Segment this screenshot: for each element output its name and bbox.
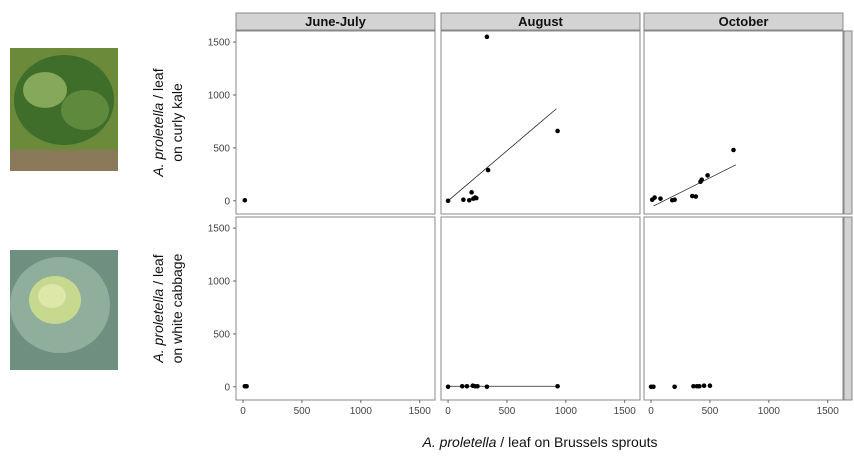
y-label-italic: A. proletella (150, 102, 166, 177)
point (705, 173, 710, 178)
point (555, 129, 560, 134)
panel (644, 31, 843, 214)
x-tick-label: 0 (240, 406, 246, 417)
y-tick-label: 1000 (208, 90, 231, 101)
x-tick-label: 0 (445, 406, 451, 417)
point (652, 195, 657, 200)
panel (236, 31, 435, 214)
y-tick-label: 500 (213, 329, 230, 340)
x-tick-label: 1000 (758, 406, 781, 417)
point (243, 198, 248, 203)
x-tick-label: 1000 (555, 406, 578, 417)
row-strip (844, 217, 852, 400)
point (475, 384, 480, 389)
point (485, 35, 490, 40)
point (658, 196, 663, 201)
y-tick-label: 500 (213, 143, 230, 154)
y-tick-label: 1000 (208, 276, 231, 287)
x-tick-label: 1500 (817, 406, 840, 417)
x-tick-label: 1500 (614, 406, 637, 417)
y-tick-label: 1500 (208, 224, 231, 235)
point (697, 384, 702, 389)
point (469, 190, 474, 195)
point (461, 197, 466, 202)
y-axis-label: on white cabbage (169, 253, 185, 363)
y-axis-label: A. proletella / leaf (150, 68, 166, 177)
panel (236, 217, 435, 400)
x-tick-label: 1000 (350, 406, 373, 417)
y-label-rest: / leaf (150, 254, 166, 288)
y-tick-label: 0 (224, 382, 230, 393)
panel (441, 217, 640, 400)
x-label-italic: A. proletella (421, 434, 496, 450)
x-tick-label: 500 (702, 406, 719, 417)
point (446, 384, 451, 389)
point (694, 194, 699, 199)
point (244, 384, 249, 389)
x-label-rest: / leaf on Brussels sprouts (496, 434, 657, 450)
y-axis-label: on curly kale (169, 83, 185, 162)
point (465, 384, 470, 389)
point (672, 384, 677, 389)
x-tick-label: 500 (294, 406, 311, 417)
point (467, 198, 472, 203)
point (446, 198, 451, 203)
chart: June-July 0 500 1000 1500 August October 0 500 10… (0, 0, 854, 452)
strip-label: October (719, 14, 769, 29)
point (702, 383, 707, 388)
cabbage-photo (10, 250, 118, 370)
x-tick-label: 1500 (409, 406, 432, 417)
point (485, 384, 490, 389)
kale-photo (10, 48, 118, 171)
strip-label: August (518, 14, 563, 29)
point (731, 148, 736, 153)
point (699, 177, 704, 182)
y-axis-label: A. proletella / leaf (150, 254, 166, 363)
y-label-italic: A. proletella (150, 288, 166, 363)
x-tick-label: 0 (648, 406, 654, 417)
x-tick-label: 500 (499, 406, 516, 417)
point (708, 383, 713, 388)
point (460, 384, 465, 389)
row-strip (844, 31, 852, 214)
strip-label: June-July (305, 14, 366, 29)
point (672, 197, 677, 202)
y-tick-label: 0 (224, 196, 230, 207)
point (486, 168, 491, 173)
x-axis-label: A. proletella / leaf on Brussels sprouts (421, 434, 657, 450)
point (555, 384, 560, 389)
y-tick-label: 1500 (208, 38, 231, 49)
point (474, 196, 479, 201)
panel (644, 217, 843, 400)
y-label-rest: / leaf (150, 68, 166, 102)
point (651, 384, 656, 389)
